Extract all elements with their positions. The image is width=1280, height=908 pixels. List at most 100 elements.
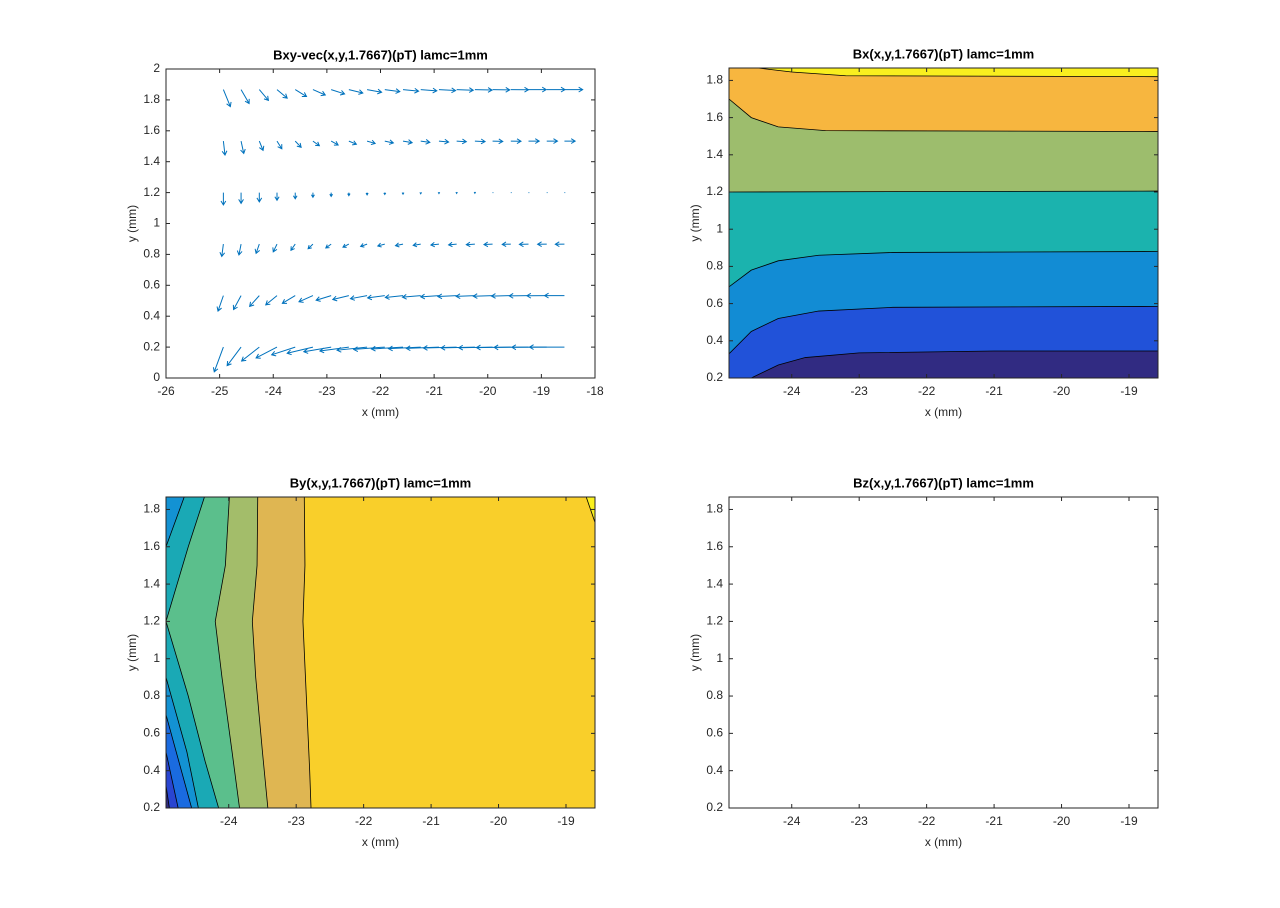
arrow xyxy=(367,88,383,95)
contour-line xyxy=(166,497,199,808)
x-tick-label: -21 xyxy=(425,384,443,398)
arrow xyxy=(536,241,547,248)
y-tick-label: 0.4 xyxy=(706,763,723,777)
arrow xyxy=(554,241,565,248)
arrow xyxy=(472,293,493,299)
arrow xyxy=(546,138,559,144)
x-tick-label: -22 xyxy=(918,384,936,398)
arrow xyxy=(258,140,265,152)
arrow xyxy=(394,242,404,248)
contour-line xyxy=(251,497,269,808)
arrow xyxy=(528,344,565,350)
x-tick-label: -24 xyxy=(265,384,283,398)
x-tick-label: -20 xyxy=(1053,384,1071,398)
y-tick-label: 0.2 xyxy=(706,370,723,384)
x-tick-label: -20 xyxy=(1053,814,1071,828)
contour-band xyxy=(729,68,1158,132)
arrow xyxy=(429,242,440,248)
axes-box xyxy=(728,67,1159,379)
x-tick-label: -19 xyxy=(533,384,551,398)
arrow xyxy=(292,192,298,200)
plot-area xyxy=(729,68,1158,378)
contour-line xyxy=(166,497,219,808)
arrow xyxy=(312,89,327,97)
arrow xyxy=(474,87,494,93)
chart-title: Bx(x,y,1.7667)(pT) lamc=1mm xyxy=(853,46,1034,61)
arrow xyxy=(240,346,260,362)
arrow xyxy=(342,243,350,248)
arrow xyxy=(501,241,511,248)
x-tick-label: -23 xyxy=(318,384,336,398)
y-tick-label: 0.2 xyxy=(143,800,160,814)
arrow xyxy=(302,346,332,354)
arrow xyxy=(365,192,369,196)
arrow xyxy=(402,87,420,94)
y-tick-label: 0.4 xyxy=(143,763,160,777)
arrow xyxy=(347,192,351,197)
arrow xyxy=(401,192,405,196)
x-axis-label: x (mm) xyxy=(362,405,399,419)
arrow xyxy=(274,192,280,202)
axes-box xyxy=(165,496,596,809)
chart-title: By(x,y,1.7667)(pT) lamc=1mm xyxy=(290,475,471,490)
contour-band xyxy=(758,68,1158,77)
arrow xyxy=(307,243,314,250)
arrow xyxy=(281,295,296,304)
y-tick-label: 1.2 xyxy=(143,614,160,628)
arrow xyxy=(276,89,288,99)
axes-background xyxy=(729,497,1158,808)
arrow xyxy=(331,89,346,96)
contour-band xyxy=(302,497,595,808)
arrow xyxy=(294,140,302,148)
arrow xyxy=(249,295,260,308)
y-tick-label: 0.8 xyxy=(143,247,160,261)
arrow xyxy=(525,292,547,299)
arrow xyxy=(318,346,349,354)
arrow xyxy=(240,140,246,155)
y-tick-label: 0.6 xyxy=(143,726,160,740)
arrow xyxy=(455,191,458,195)
y-tick-label: 0.8 xyxy=(143,688,160,702)
x-tick-label: -24 xyxy=(783,814,801,828)
contour-line xyxy=(729,190,1158,193)
arrow xyxy=(473,191,477,195)
arrow xyxy=(518,241,529,248)
y-tick-label: 1 xyxy=(153,651,160,665)
y-tick-label: 1 xyxy=(153,216,160,230)
arrow xyxy=(359,243,368,248)
y-tick-label: 1 xyxy=(716,221,723,235)
x-tick-label: -24 xyxy=(783,384,801,398)
arrow xyxy=(258,89,270,102)
arrow xyxy=(419,192,422,195)
arrow xyxy=(216,295,224,312)
plot-area xyxy=(729,497,1158,808)
arrow xyxy=(366,139,377,146)
x-tick-label: -26 xyxy=(157,384,175,398)
arrow xyxy=(402,139,414,145)
x-tick-label: -19 xyxy=(1120,814,1138,828)
arrow xyxy=(220,192,227,206)
y-tick-label: 0.4 xyxy=(706,333,723,347)
arrow xyxy=(349,295,368,301)
contour-line xyxy=(729,251,1158,288)
arrow xyxy=(510,138,522,145)
contour-line xyxy=(729,305,1158,355)
y-tick-label: 1.8 xyxy=(706,73,723,87)
y-axis-label: y (mm) xyxy=(688,634,702,671)
y-tick-label: 0.4 xyxy=(143,308,160,322)
chart-title: Bz(x,y,1.7667)(pT) lamc=1mm xyxy=(853,475,1034,490)
arrow xyxy=(564,86,584,93)
arrow xyxy=(348,89,364,95)
arrow xyxy=(438,87,457,94)
y-axis-label: y (mm) xyxy=(688,204,702,241)
arrow xyxy=(290,243,296,252)
arrow xyxy=(336,346,368,353)
y-tick-label: 0.8 xyxy=(706,688,723,702)
arrow xyxy=(401,294,421,300)
arrow xyxy=(465,241,475,248)
arrow xyxy=(330,140,339,146)
subplot: -24 -23 -22 -21 -20 -19 0.2 0.4 0.6 0.8 1 1.2 1.4 1.6… xyxy=(688,46,1159,419)
x-tick-label: -21 xyxy=(985,814,1003,828)
contour-line xyxy=(729,98,1158,132)
